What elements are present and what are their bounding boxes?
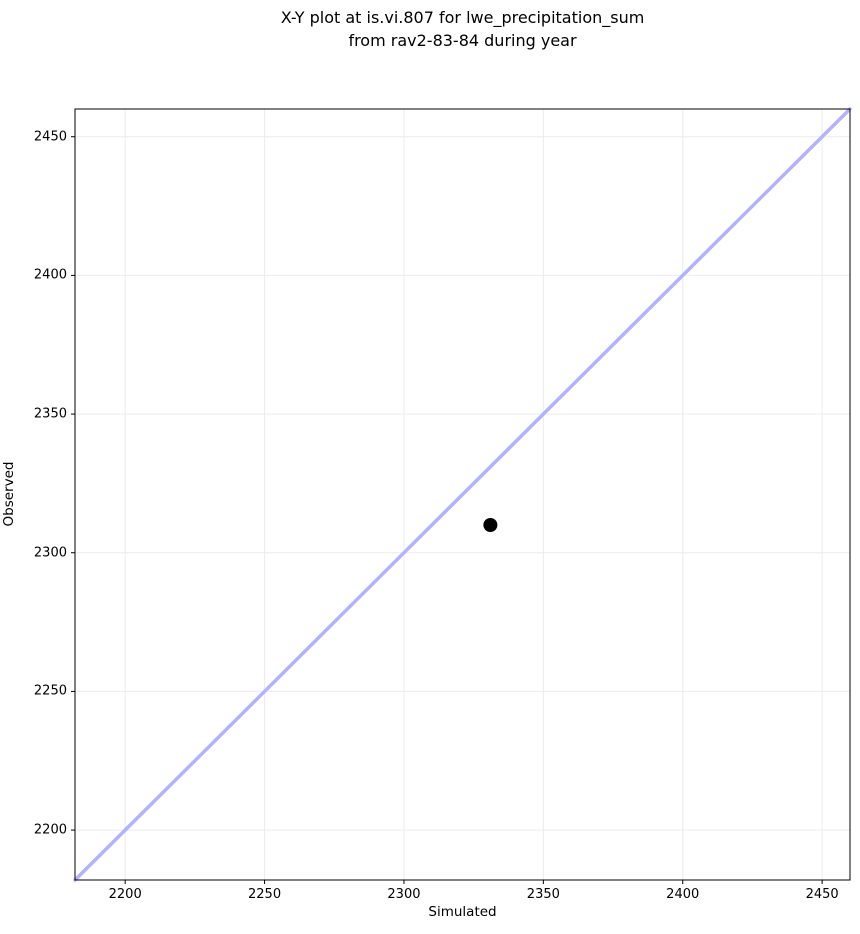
plot-border — [74, 108, 851, 881]
x-tick-label: 2450 — [805, 887, 839, 902]
chart-title-line-2: from rav2-83-84 during year — [348, 31, 577, 50]
x-axis-label: Simulated — [428, 904, 497, 920]
y-tick-label: 2400 — [33, 267, 67, 283]
x-tick-label: 2400 — [666, 887, 700, 902]
identity-line — [73, 107, 852, 882]
data-point — [483, 518, 498, 533]
x-tick-label: 2250 — [248, 887, 282, 902]
y-tick-label: 2300 — [33, 545, 67, 561]
x-tick-label: 2350 — [526, 887, 560, 902]
y-tick-label: 2250 — [33, 683, 67, 699]
chart-title-line-1: X-Y plot at is.vi.807 for lwe_precipitat… — [280, 8, 645, 27]
y-tick-label: 2450 — [33, 129, 67, 145]
y-axis-label: Observed — [1, 461, 17, 527]
y-tick-label: 2200 — [33, 822, 67, 838]
x-tick-label: 2200 — [108, 887, 142, 902]
chart-title: X-Y plot at is.vi.807 for lwe_precipitat… — [75, 6, 850, 52]
y-tick-label: 2350 — [33, 406, 67, 422]
x-tick-label: 2300 — [387, 887, 421, 902]
